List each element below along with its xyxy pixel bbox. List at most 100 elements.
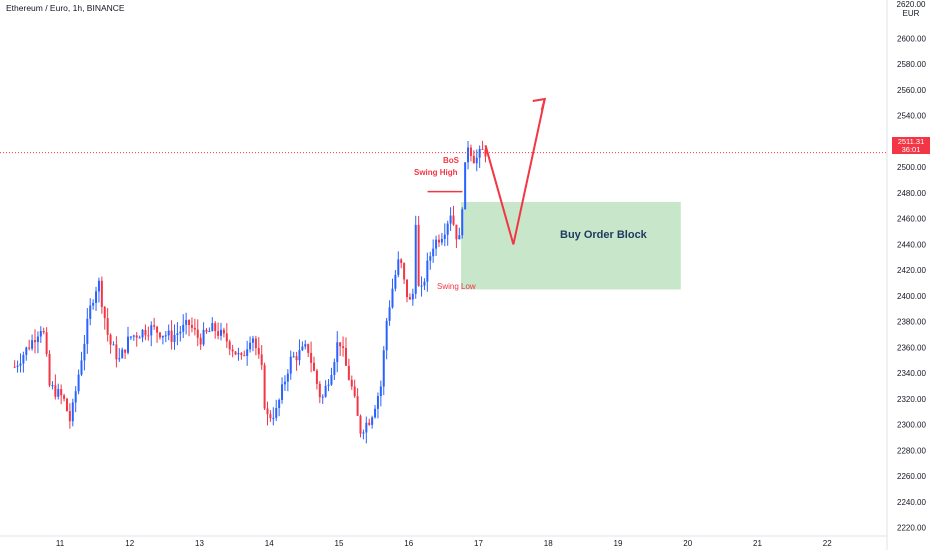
candle-body — [475, 157, 478, 164]
candle-body — [100, 280, 103, 307]
x-tick-label: 19 — [614, 539, 623, 548]
candle-body — [295, 356, 298, 361]
candle-body — [95, 291, 98, 303]
candle-body — [368, 422, 371, 425]
current-price-badge: 2511.31 36:01 — [892, 137, 930, 154]
candle-body — [89, 305, 92, 319]
y-tick-label: 2240.00 — [897, 498, 926, 507]
candle-body — [156, 326, 159, 333]
candle-body — [158, 332, 161, 338]
candle-body — [313, 362, 316, 371]
candle-body — [129, 336, 132, 338]
y-tick-label: 2360.00 — [897, 343, 926, 352]
y-tick-label: 2600.00 — [897, 34, 926, 43]
candle-body — [92, 302, 95, 306]
candle-body — [481, 148, 484, 150]
candle-body — [208, 331, 211, 333]
candle-body — [138, 337, 141, 339]
candle-body — [484, 149, 487, 157]
candle-body — [74, 391, 77, 403]
candle-body — [298, 350, 301, 361]
candle-body — [28, 347, 31, 349]
candle-body — [57, 389, 60, 397]
candle-body — [423, 281, 426, 286]
candle-body — [362, 432, 365, 434]
candle-body — [458, 235, 461, 240]
candle-body — [406, 279, 409, 298]
candle-body — [318, 383, 321, 398]
candle-body — [437, 239, 440, 243]
candle-body — [127, 336, 130, 353]
candle-body — [289, 356, 292, 374]
candle-body — [344, 347, 347, 366]
candle-body — [161, 335, 164, 338]
swing-high-label: Swing High — [414, 168, 458, 177]
candle-body — [167, 330, 170, 336]
y-tick-label: 2500.00 — [897, 163, 926, 172]
candle-body — [336, 342, 339, 363]
x-tick-label: 22 — [823, 539, 832, 548]
candle-body — [379, 386, 382, 397]
candle-body — [426, 260, 429, 282]
candles-layer — [13, 140, 487, 444]
candle-body — [446, 223, 449, 235]
projection-path — [484, 98, 546, 245]
candle-body — [339, 342, 342, 347]
swing-low-label: Swing Low — [437, 282, 476, 291]
candle-body — [106, 318, 109, 335]
order-block-zone — [461, 201, 681, 290]
bar-countdown: 36:01 — [901, 145, 921, 154]
x-tick-label: 14 — [265, 539, 274, 548]
y-tick-label: 2440.00 — [897, 240, 926, 249]
candle-body — [254, 338, 257, 349]
candle-body — [19, 363, 22, 366]
candle-body — [408, 297, 411, 300]
candle-body — [461, 209, 464, 236]
candle-body — [153, 325, 156, 327]
candle-body — [275, 407, 278, 418]
candle-body — [246, 349, 249, 356]
candle-body — [118, 358, 121, 360]
candle-body — [257, 348, 260, 355]
candle-body — [249, 342, 252, 350]
x-tick-label: 20 — [683, 539, 692, 548]
x-tick-label: 17 — [474, 539, 483, 548]
candle-body — [478, 148, 481, 158]
candle-body — [374, 408, 377, 418]
candle-body — [382, 350, 385, 387]
candle-body — [251, 338, 254, 343]
candle-body — [286, 373, 289, 382]
candle-body — [211, 323, 214, 332]
candle-body — [452, 215, 455, 225]
candle-body — [397, 259, 400, 275]
candle-body — [330, 374, 333, 385]
candle-body — [220, 329, 223, 336]
candle-body — [225, 333, 228, 342]
candle-body — [217, 331, 220, 336]
candle-body — [205, 329, 208, 332]
candle-body — [83, 343, 86, 361]
candle-body — [22, 354, 25, 364]
candle-body — [65, 398, 68, 412]
candle-body — [391, 288, 394, 308]
candle-body — [429, 256, 432, 261]
candle-body — [185, 320, 188, 325]
candle-body — [307, 344, 310, 353]
candle-body — [411, 293, 414, 300]
candle-body — [112, 344, 115, 346]
candle-body — [443, 234, 446, 239]
candle-body — [266, 408, 269, 415]
candle-body — [16, 365, 19, 367]
bos-label: BoS — [443, 156, 459, 165]
candle-body — [342, 346, 345, 348]
candle-body — [42, 330, 45, 333]
y-tick-label: 2300.00 — [897, 421, 926, 430]
candle-body — [385, 320, 388, 351]
candle-body — [63, 395, 66, 399]
candle-body — [388, 307, 391, 321]
candle-body — [71, 402, 74, 422]
candle-body — [150, 325, 153, 336]
chart-title: Ethereum / Euro, 1h, BINANCE — [6, 3, 125, 13]
candle-body — [222, 329, 225, 334]
